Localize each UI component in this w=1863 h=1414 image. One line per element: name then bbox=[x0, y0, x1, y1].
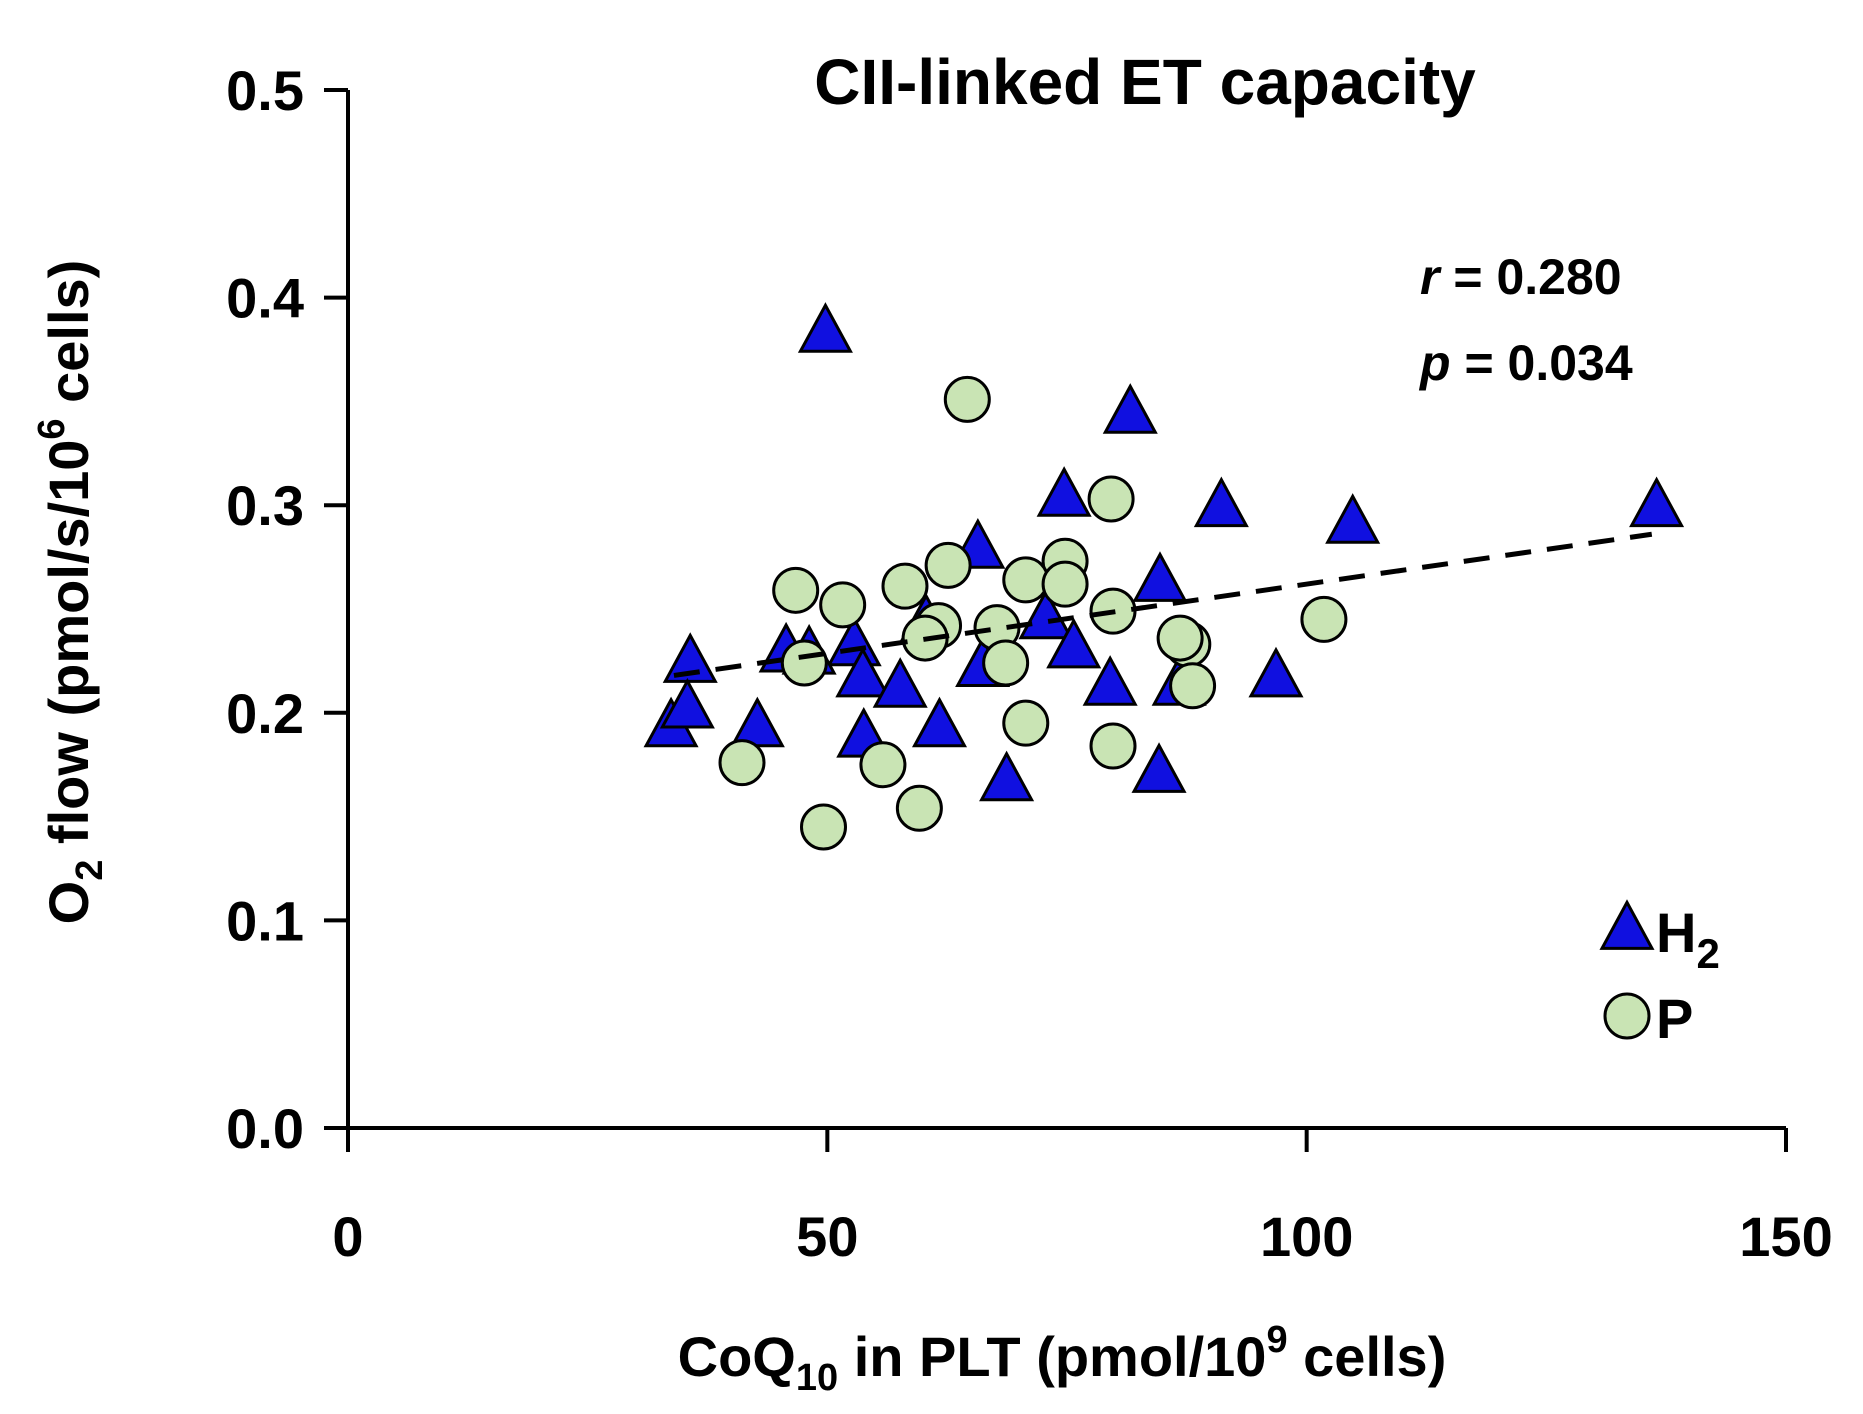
y-tick-label: 0.2 bbox=[226, 682, 304, 745]
data-point-P bbox=[772, 566, 820, 614]
data-point-P bbox=[819, 581, 867, 629]
data-point-H2 bbox=[1102, 383, 1158, 434]
x-axis-label-prefix: CoQ bbox=[678, 1325, 796, 1388]
legend-item-P: P bbox=[1603, 987, 1693, 1050]
data-point-P bbox=[859, 741, 907, 789]
x-tick-label: 150 bbox=[1739, 1205, 1832, 1268]
r-statistic: r = 0.280 bbox=[1420, 249, 1622, 305]
p-value: = 0.034 bbox=[1451, 335, 1633, 391]
data-point-H2 bbox=[1248, 646, 1304, 698]
data-point-H2 bbox=[1018, 588, 1074, 640]
legend-label-main: P bbox=[1656, 987, 1693, 1050]
data-point-P bbox=[1089, 722, 1137, 770]
legend-label-H2: H2 bbox=[1656, 901, 1720, 977]
data-point-P bbox=[895, 784, 943, 832]
data-point-P bbox=[1169, 662, 1217, 710]
data-point-H2 bbox=[835, 646, 891, 698]
data-point-P bbox=[924, 541, 972, 589]
legend-label-main: H bbox=[1656, 901, 1696, 964]
x-axis-label: CoQ10 in PLT (pmol/109 cells) bbox=[678, 1319, 1447, 1399]
data-point-H2 bbox=[1131, 742, 1187, 793]
data-point-H2 bbox=[1046, 617, 1102, 669]
data-point-H2 bbox=[1325, 493, 1381, 544]
trendline bbox=[673, 531, 1653, 678]
data-point-P bbox=[718, 739, 766, 787]
data-point-P bbox=[1041, 560, 1089, 608]
y-axis-label: O2 flow (pmol/s/106 cells) bbox=[31, 260, 111, 925]
data-point-P bbox=[780, 639, 828, 687]
data-point-P bbox=[982, 639, 1030, 687]
x-axis-label-suffix: cells) bbox=[1288, 1325, 1447, 1388]
chart-title: CII-linked ET capacity bbox=[814, 46, 1476, 118]
r-value: = 0.280 bbox=[1439, 249, 1621, 305]
y-tick-label: 0.4 bbox=[226, 267, 304, 330]
y-tick-label: 0.1 bbox=[226, 889, 304, 952]
y-tick-label: 0.3 bbox=[226, 474, 304, 537]
data-point-H2 bbox=[979, 750, 1035, 802]
y-tick-label: 0.5 bbox=[226, 59, 304, 122]
legend-label-sub: 2 bbox=[1696, 930, 1719, 977]
trend-layer bbox=[673, 531, 1653, 678]
r-symbol: r bbox=[1420, 249, 1442, 305]
legend: H2P bbox=[1599, 899, 1720, 1050]
legend-item-H2: H2 bbox=[1599, 899, 1720, 977]
data-point-H2 bbox=[1193, 476, 1249, 528]
y-axis-label-sub: 2 bbox=[69, 860, 111, 881]
data-point-P bbox=[943, 375, 991, 423]
data-point-H2 bbox=[1629, 476, 1685, 528]
data-point-H2 bbox=[1036, 466, 1092, 517]
data-point-P bbox=[799, 803, 847, 851]
axes bbox=[346, 90, 1786, 1130]
data-point-H2 bbox=[659, 677, 715, 729]
data-point-H2 bbox=[797, 302, 853, 353]
data-point-P bbox=[1002, 556, 1050, 604]
y-axis-label-prefix: O bbox=[37, 881, 100, 925]
legend-label-P: P bbox=[1656, 987, 1693, 1050]
data-point-H2 bbox=[911, 696, 968, 748]
p-statistic: p = 0.034 bbox=[1418, 335, 1633, 391]
y-tick-label: 0.0 bbox=[226, 1097, 304, 1160]
data-point-H2 bbox=[662, 632, 718, 683]
ticks: 0.0 0.1 0.2 0.3 0.4 0.5 0 50 100 150 bbox=[226, 59, 1833, 1268]
p-symbol: p bbox=[1418, 335, 1451, 391]
y-axis-label-sup: 6 bbox=[31, 418, 73, 439]
data-point-H2 bbox=[1082, 655, 1138, 706]
legend-marker-P bbox=[1603, 992, 1651, 1040]
legend-marker-H2 bbox=[1599, 899, 1655, 950]
data-point-P bbox=[1300, 595, 1348, 643]
y-axis-label-suffix: cells) bbox=[37, 260, 100, 419]
data-point-H2 bbox=[1132, 551, 1188, 602]
x-tick-label: 50 bbox=[796, 1205, 858, 1268]
data-point-H2 bbox=[872, 657, 928, 708]
x-tick-label: 0 bbox=[332, 1205, 363, 1268]
x-axis-label-sup: 9 bbox=[1266, 1319, 1287, 1361]
y-axis-label-middle: flow (pmol/s/10 bbox=[37, 440, 100, 860]
data-point-P bbox=[1156, 614, 1204, 662]
data-point-P bbox=[1087, 475, 1135, 523]
data-point-P bbox=[881, 562, 929, 610]
x-tick-label: 100 bbox=[1260, 1205, 1353, 1268]
x-axis-label-sub: 10 bbox=[796, 1357, 838, 1399]
data-point-P bbox=[1002, 699, 1050, 747]
x-axis-label-middle: in PLT (pmol/10 bbox=[838, 1325, 1266, 1388]
